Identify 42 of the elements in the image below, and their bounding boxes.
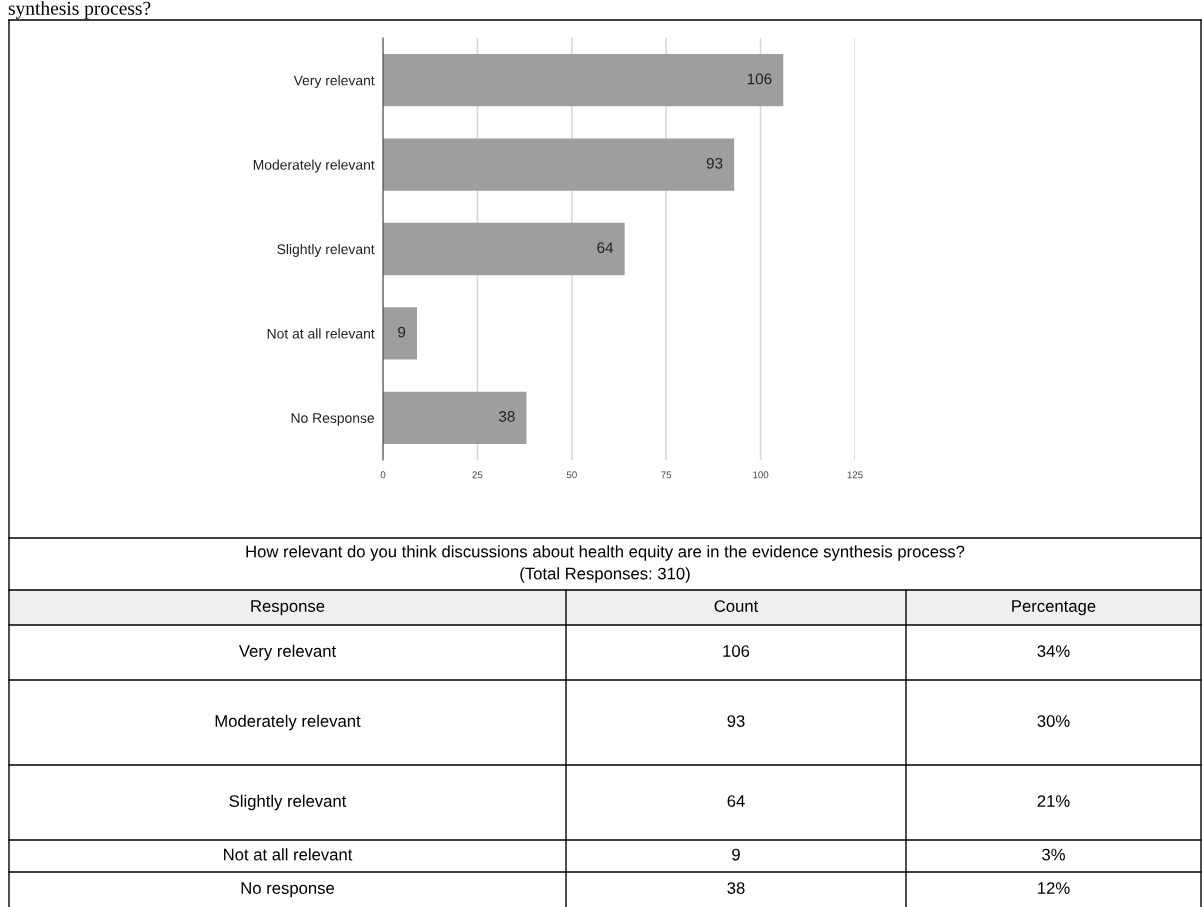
text: 38 [727, 882, 745, 894]
text: Response [251, 600, 325, 616]
data-label: 64 [597, 242, 614, 254]
x-tick-label: 100 [753, 471, 769, 479]
text: Percentage [1012, 600, 1096, 616]
text: 64 [727, 795, 745, 807]
data-label: 93 [706, 157, 723, 169]
bar [383, 391, 527, 444]
text: Very relevant [238, 644, 337, 661]
text: No response [241, 882, 335, 898]
text: 21% [1037, 795, 1070, 807]
y-tick-label: Moderately relevant [253, 159, 375, 173]
text: 12% [1038, 882, 1070, 894]
text: 93 [727, 715, 745, 727]
y-tick-label: Very relevant [293, 75, 375, 89]
data-label: 38 [498, 411, 515, 422]
bar [383, 138, 735, 191]
text: How relevant do you think discussions about health equity are in the evidence synthesis process? [246, 545, 965, 561]
text: (Total Responses: 310) [520, 567, 690, 583]
text: Count [714, 600, 759, 612]
x-tick-label: 0 [380, 471, 386, 479]
text: synthesis process? [8, 1, 151, 19]
y-tick-label: Slightly relevant [277, 243, 375, 257]
text: 9 [732, 848, 740, 861]
text: Slightly relevant [229, 794, 347, 811]
data-label: 106 [747, 73, 772, 85]
text: Moderately relevant [215, 714, 361, 731]
x-tick-label: 25 [472, 471, 483, 479]
x-tick-label: 75 [661, 471, 672, 479]
text: 30% [1037, 715, 1070, 727]
bar [383, 307, 417, 360]
x-tick-label: 125 [847, 471, 863, 479]
text: Not at all relevant [224, 848, 353, 861]
text: 3% [1042, 848, 1065, 861]
data-label: 9 [398, 326, 406, 338]
y-tick-label: Not at all relevant [267, 328, 375, 339]
bar [383, 222, 625, 276]
bar [383, 54, 784, 107]
text: 34% [1037, 645, 1070, 657]
text: 106 [723, 645, 750, 657]
y-tick-label: No Response [291, 413, 375, 426]
x-tick-label: 50 [566, 471, 577, 479]
